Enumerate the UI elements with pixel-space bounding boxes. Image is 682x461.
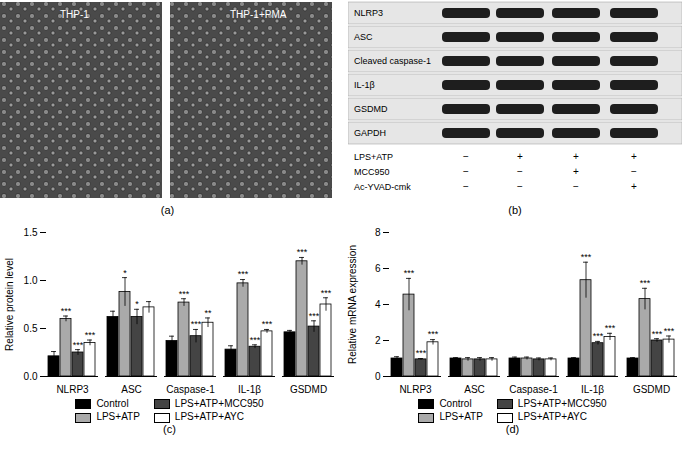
svg-text:ASC: ASC — [121, 384, 142, 395]
svg-text:0: 0 — [375, 371, 381, 382]
svg-text:THP-1: THP-1 — [60, 9, 89, 20]
html-text:LPS+ATP+MCC950: LPS+ATP+MCC950 — [174, 398, 264, 409]
svg-text:GSDMD: GSDMD — [354, 104, 388, 114]
html-text:Control: Control — [96, 398, 129, 409]
svg-text:***: *** — [404, 268, 415, 278]
html-text:(d): (d) — [505, 422, 520, 435]
svg-text:**: ** — [204, 308, 212, 318]
svg-text:***: *** — [652, 329, 663, 339]
svg-text:2: 2 — [375, 335, 381, 346]
html-text:LPS+ATP+AYC: LPS+ATP+AYC — [174, 411, 244, 423]
svg-text:***: *** — [85, 330, 96, 340]
svg-text:***: *** — [605, 323, 616, 333]
svg-text:NLRP3: NLRP3 — [354, 8, 383, 18]
svg-text:+: + — [517, 151, 523, 162]
svg-text:1.0: 1.0 — [24, 275, 38, 286]
svg-text:ASC: ASC — [354, 32, 373, 42]
svg-text:GSDMD: GSDMD — [290, 384, 327, 395]
svg-text:Relative mRNA expression: Relative mRNA expression — [347, 245, 358, 364]
svg-text:Caspase-1: Caspase-1 — [166, 384, 215, 395]
svg-text:8: 8 — [375, 227, 381, 238]
svg-text:GAPDH: GAPDH — [354, 128, 386, 138]
svg-text:***: *** — [297, 247, 308, 257]
svg-text:***: *** — [321, 288, 332, 298]
svg-text:***: *** — [179, 289, 190, 299]
html-text:Control: Control — [439, 398, 472, 409]
svg-text:+: + — [631, 151, 637, 162]
svg-text:*: * — [135, 299, 139, 309]
html-text:(b): (b) — [508, 204, 522, 216]
svg-text:*: * — [123, 268, 127, 278]
svg-text:ASC: ASC — [464, 384, 485, 395]
svg-text:***: *** — [238, 269, 249, 279]
svg-text:THP-1+PMA: THP-1+PMA — [230, 9, 287, 20]
html-text:(c): (c) — [163, 422, 176, 435]
svg-text:***: *** — [593, 331, 604, 341]
svg-text:***: *** — [309, 311, 320, 321]
svg-text:***: *** — [250, 335, 261, 345]
svg-text:LPS+ATP: LPS+ATP — [354, 152, 393, 162]
svg-text:0.0: 0.0 — [24, 371, 38, 382]
svg-text:***: *** — [664, 326, 675, 336]
svg-text:***: *** — [581, 252, 592, 262]
svg-text:***: *** — [640, 278, 651, 288]
svg-text:***: *** — [428, 329, 439, 339]
svg-text:−: − — [631, 166, 637, 177]
svg-text:−: − — [463, 151, 469, 162]
svg-text:Cleaved caspase-1: Cleaved caspase-1 — [354, 56, 431, 66]
html-text:LPS+ATP+MCC950: LPS+ATP+MCC950 — [517, 398, 607, 409]
svg-text:IL-1β: IL-1β — [238, 384, 261, 395]
svg-text:***: *** — [416, 348, 427, 358]
svg-text:−: − — [573, 181, 579, 192]
svg-text:−: − — [517, 166, 523, 177]
svg-text:0.5: 0.5 — [24, 323, 38, 334]
html-text:LPS+ATP: LPS+ATP — [439, 411, 483, 423]
svg-text:IL-1β: IL-1β — [354, 80, 375, 90]
svg-text:4: 4 — [375, 299, 381, 310]
svg-text:***: *** — [73, 340, 84, 350]
svg-text:NLRP3: NLRP3 — [56, 384, 89, 395]
svg-text:+: + — [573, 151, 579, 162]
svg-text:Ac-YVAD-cmk: Ac-YVAD-cmk — [354, 182, 411, 192]
html-text:LPS+ATP: LPS+ATP — [96, 411, 140, 423]
svg-text:NLRP3: NLRP3 — [399, 384, 432, 395]
svg-text:6: 6 — [375, 263, 381, 274]
html-text:(a): (a) — [160, 204, 175, 216]
svg-text:−: − — [517, 181, 523, 192]
svg-text:+: + — [631, 181, 637, 192]
svg-text:***: *** — [61, 306, 72, 316]
html-text:LPS+ATP+AYC: LPS+ATP+AYC — [517, 411, 587, 423]
svg-text:−: − — [463, 166, 469, 177]
svg-text:Caspase-1: Caspase-1 — [509, 384, 558, 395]
svg-text:Relative protein level: Relative protein level — [4, 258, 15, 351]
svg-text:1.5: 1.5 — [24, 227, 38, 238]
svg-text:+: + — [573, 166, 579, 177]
svg-text:GSDMD: GSDMD — [633, 384, 670, 395]
svg-text:MCC950: MCC950 — [354, 167, 390, 177]
svg-text:−: − — [463, 181, 469, 192]
svg-text:***: *** — [262, 319, 273, 329]
svg-text:IL-1β: IL-1β — [581, 384, 604, 395]
svg-text:***: *** — [191, 319, 202, 329]
